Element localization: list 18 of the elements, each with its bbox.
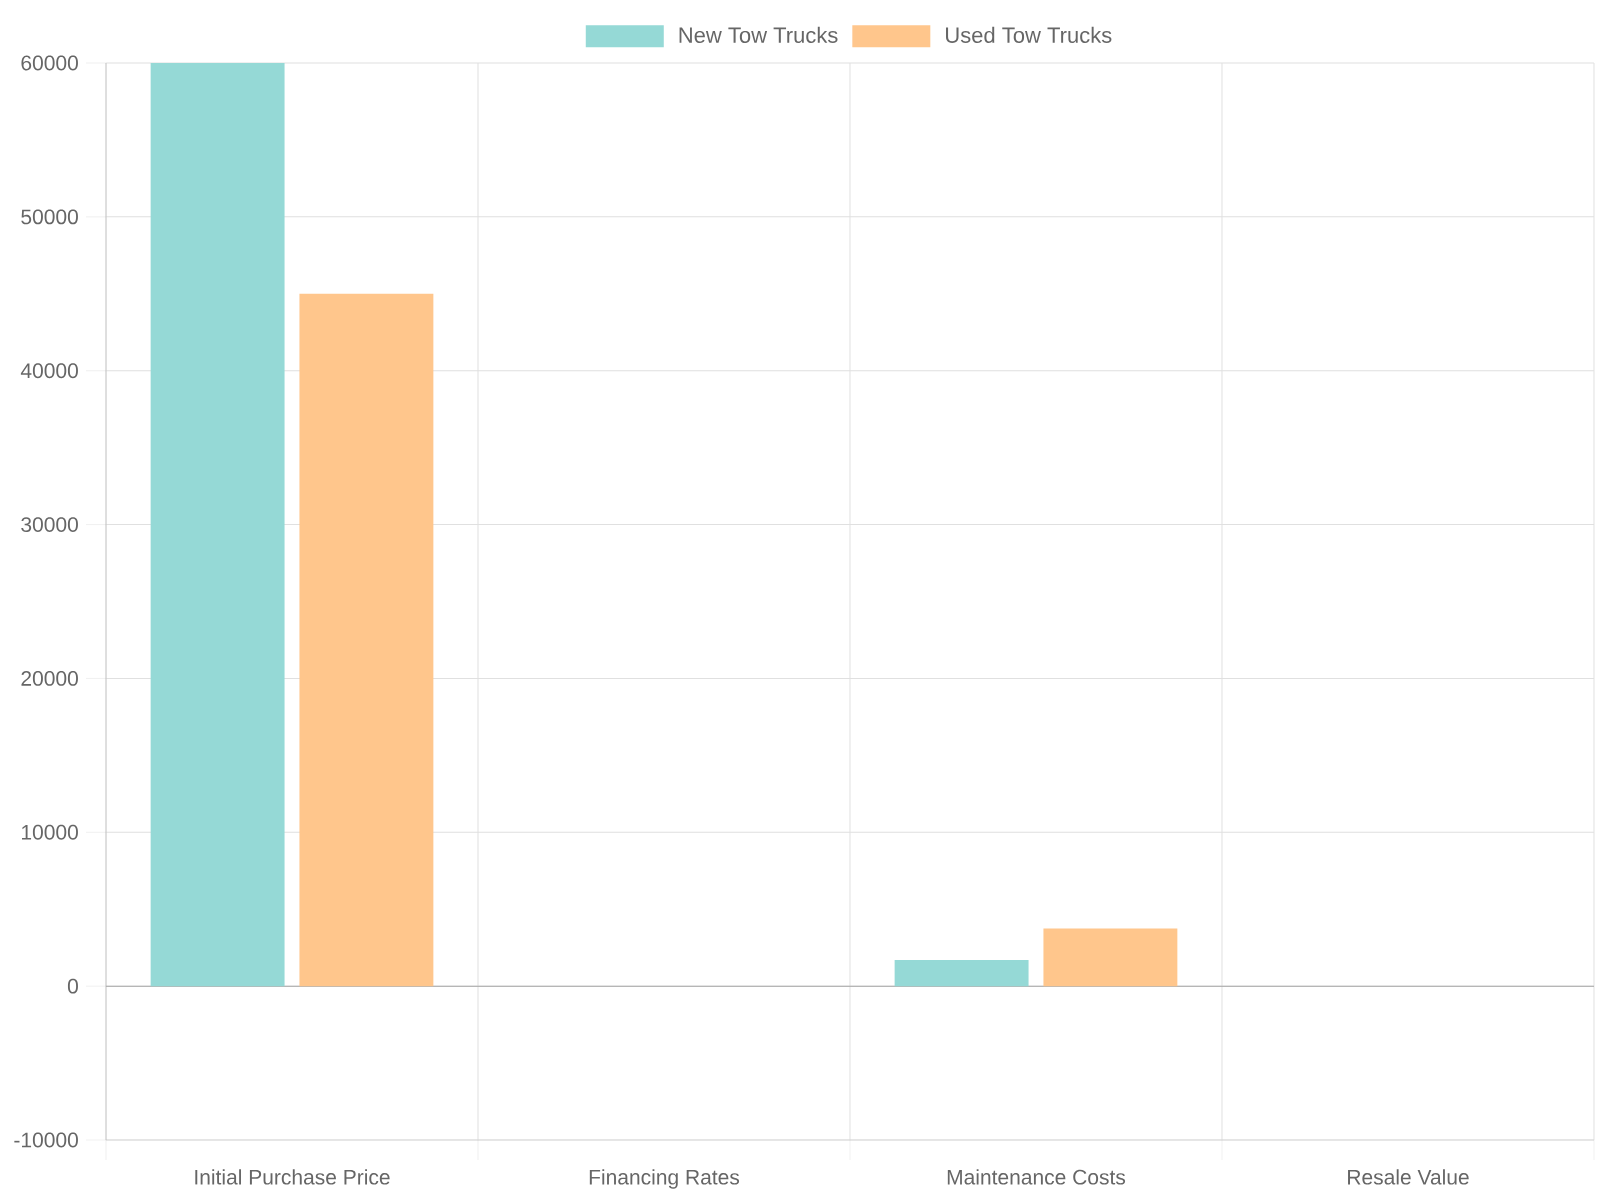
y-tick-label: -10000 [14,1132,78,1148]
x-tick-label: Initial Purchase Price [195,1169,390,1185]
x-tick-label: Resale Value [1348,1169,1469,1185]
x-tick-label: Maintenance Costs [947,1169,1126,1185]
x-tick-label: Financing Rates [589,1169,740,1189]
bar [894,959,1029,987]
bar [299,293,434,987]
bar [150,63,285,987]
y-tick-label: 50000 [21,209,78,225]
y-tick-label: 0 [67,978,78,994]
y-tick-label: 60000 [21,55,78,71]
y-tick-label: 30000 [21,517,78,533]
y-tick-label: 40000 [20,363,78,379]
legend-label: New Tow Trucks [679,26,838,43]
y-tick-label: 10000 [22,824,78,840]
y-tick-label: 20000 [21,671,78,686]
bar [1043,928,1178,987]
legend-label: Used Tow Trucks [946,26,1112,43]
